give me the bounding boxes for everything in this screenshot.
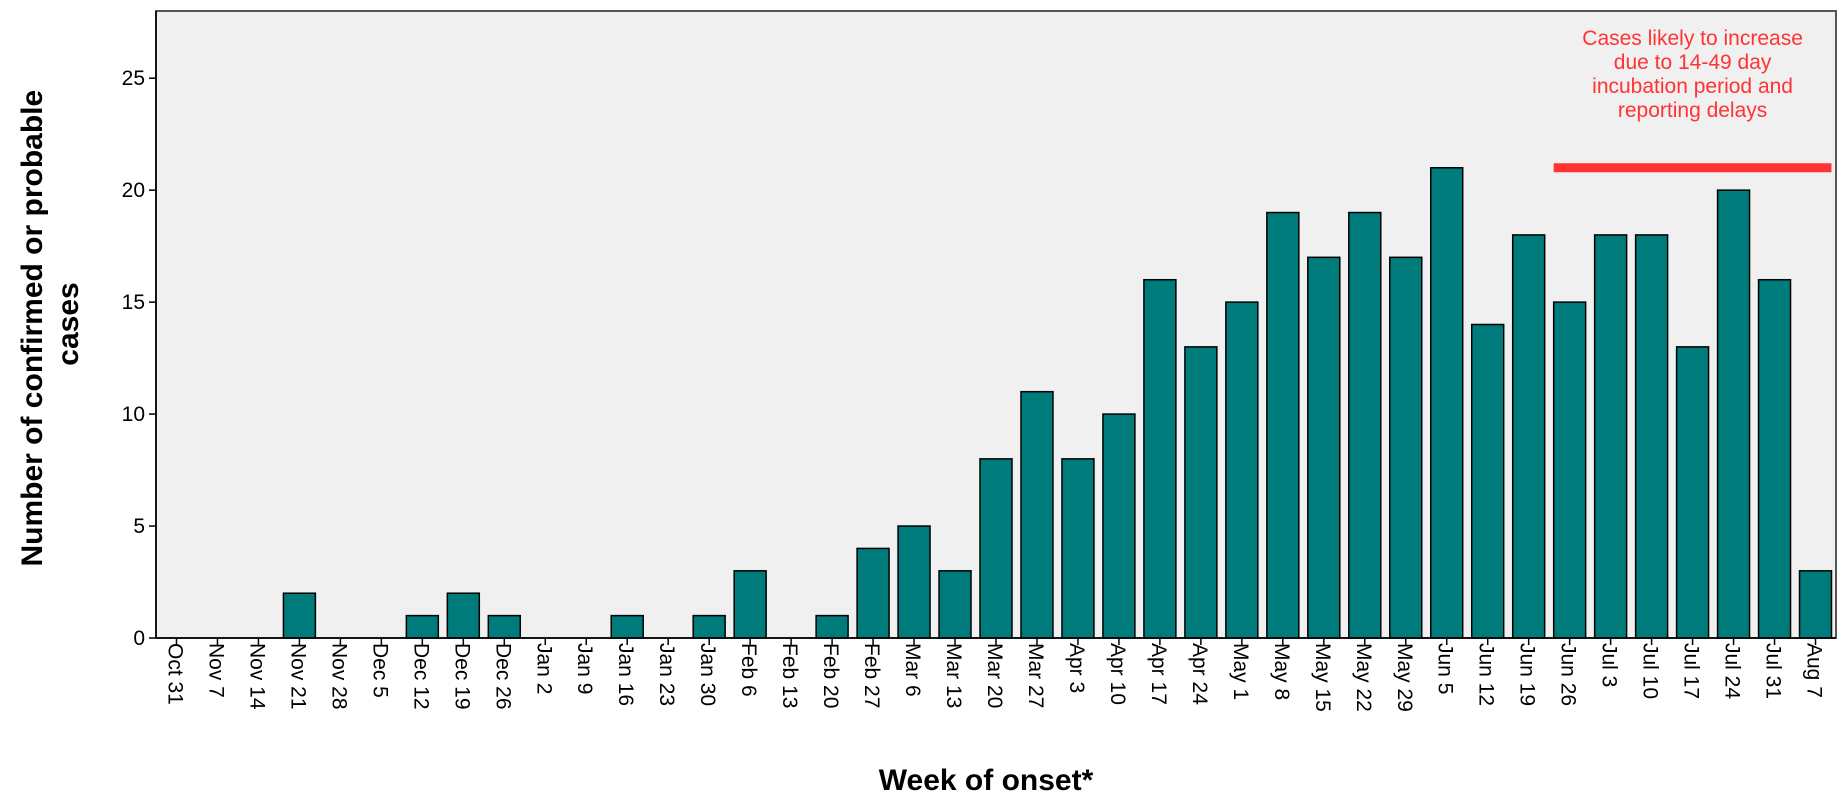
x-tick-label: Jul 31 bbox=[1762, 643, 1785, 699]
bar-jul-3 bbox=[1593, 234, 1628, 639]
x-tick-label: Jul 24 bbox=[1721, 643, 1744, 699]
bar-jun-26 bbox=[1552, 301, 1587, 639]
x-tick-label: Feb 27 bbox=[860, 643, 883, 708]
y-axis-title-line-1: Number of confirmed or probable bbox=[16, 90, 49, 567]
bar-jul-24 bbox=[1716, 189, 1751, 639]
x-tick-label: Feb 13 bbox=[778, 643, 801, 708]
x-tick-label: Mar 13 bbox=[942, 643, 965, 708]
x-tick-label: Jan 2 bbox=[532, 643, 555, 694]
x-tick-label: Mar 27 bbox=[1024, 643, 1047, 708]
x-tick-label: Jul 10 bbox=[1639, 643, 1662, 699]
x-tick-label: May 1 bbox=[1229, 643, 1252, 700]
x-tick-label: Jun 26 bbox=[1557, 643, 1580, 706]
bar-jul-10 bbox=[1634, 234, 1669, 639]
y-axis-title: Number of confirmed or probable cases bbox=[16, 81, 85, 566]
x-tick-label: Dec 26 bbox=[491, 643, 514, 710]
bar-feb-20 bbox=[815, 614, 849, 639]
bar-dec-26 bbox=[487, 614, 522, 639]
x-tick-label: Dec 5 bbox=[368, 643, 391, 698]
x-tick-label: Jul 17 bbox=[1680, 643, 1703, 699]
bar-may-15 bbox=[1307, 256, 1341, 639]
bar-mar-20 bbox=[979, 458, 1013, 639]
y-tick-label: 0 bbox=[133, 627, 145, 650]
bar-may-29 bbox=[1389, 256, 1423, 639]
x-tick-label: May 15 bbox=[1311, 643, 1334, 712]
x-tick-label: Jan 30 bbox=[696, 643, 719, 706]
x-tick-label: Dec 19 bbox=[450, 643, 473, 710]
bar-jul-31 bbox=[1757, 278, 1792, 639]
bar-may-8 bbox=[1266, 211, 1300, 639]
bar-feb-6 bbox=[733, 570, 767, 639]
bar-jan-16 bbox=[610, 614, 644, 639]
x-tick-label: Nov 14 bbox=[245, 643, 268, 710]
x-tick-label: Mar 20 bbox=[983, 643, 1006, 708]
y-tick-label: 15 bbox=[122, 291, 145, 314]
x-tick-label: May 22 bbox=[1352, 643, 1375, 712]
bar-feb-27 bbox=[856, 547, 890, 639]
x-tick-label: Nov 21 bbox=[286, 643, 309, 710]
bar-jun-19 bbox=[1511, 234, 1546, 639]
x-tick-label: Jun 12 bbox=[1475, 643, 1498, 706]
x-tick-label: Apr 10 bbox=[1106, 643, 1129, 705]
x-tick-label: Aug 7 bbox=[1803, 643, 1826, 698]
bar-jan-30 bbox=[692, 614, 726, 639]
x-tick-label: Apr 3 bbox=[1065, 643, 1088, 693]
bar-jun-5 bbox=[1430, 167, 1464, 639]
x-tick-label: May 29 bbox=[1393, 643, 1416, 712]
bar-mar-27 bbox=[1020, 390, 1054, 639]
bar-apr-17 bbox=[1143, 278, 1177, 639]
bar-may-1 bbox=[1225, 301, 1259, 639]
bar-aug-7 bbox=[1798, 570, 1833, 639]
annotation-text-line: Cases likely to increase bbox=[1582, 27, 1803, 50]
x-tick-label: Jan 9 bbox=[573, 643, 596, 694]
annotation-text-line: due to 14-49 day bbox=[1614, 51, 1772, 74]
y-tick-label: 20 bbox=[122, 179, 145, 202]
bar-jun-12 bbox=[1470, 323, 1505, 639]
x-tick-label: Jun 19 bbox=[1516, 643, 1539, 706]
x-tick-label: Oct 31 bbox=[163, 643, 186, 705]
x-tick-label: Dec 12 bbox=[409, 643, 432, 710]
annotation-text-line: incubation period and bbox=[1592, 75, 1793, 98]
bar-may-22 bbox=[1348, 211, 1382, 639]
x-tick-label: Nov 28 bbox=[327, 643, 350, 710]
y-tick-label: 25 bbox=[122, 67, 145, 90]
bar-apr-24 bbox=[1184, 346, 1218, 639]
x-tick-label: Apr 24 bbox=[1188, 643, 1211, 705]
x-tick-label: Jan 16 bbox=[614, 643, 637, 706]
x-tick-label: Jun 5 bbox=[1434, 643, 1457, 694]
x-tick-label: Jan 23 bbox=[655, 643, 678, 706]
bar-apr-10 bbox=[1102, 413, 1136, 639]
bar-dec-19 bbox=[446, 592, 481, 639]
y-tick-label: 5 bbox=[133, 515, 145, 538]
bar-mar-13 bbox=[938, 570, 972, 639]
x-tick-label: Nov 7 bbox=[204, 643, 227, 698]
y-axis-title-line-2: cases bbox=[52, 282, 85, 365]
bar-jul-17 bbox=[1675, 346, 1710, 639]
bar-apr-3 bbox=[1061, 458, 1095, 639]
x-tick-label: May 8 bbox=[1270, 643, 1293, 700]
bar-nov-21 bbox=[282, 592, 317, 639]
x-tick-label: Feb 6 bbox=[737, 643, 760, 697]
bar-dec-12 bbox=[405, 614, 440, 639]
y-tick-label: 10 bbox=[122, 403, 145, 426]
x-tick-label: Mar 6 bbox=[901, 643, 924, 697]
x-tick-label: Apr 17 bbox=[1147, 643, 1170, 705]
annotation-text-line: reporting delays bbox=[1618, 99, 1767, 122]
x-tick-label: Feb 20 bbox=[819, 643, 842, 708]
x-tick-label: Jul 3 bbox=[1598, 643, 1621, 687]
x-axis-title: Week of onset* bbox=[879, 764, 1094, 797]
bar-mar-6 bbox=[897, 525, 931, 639]
